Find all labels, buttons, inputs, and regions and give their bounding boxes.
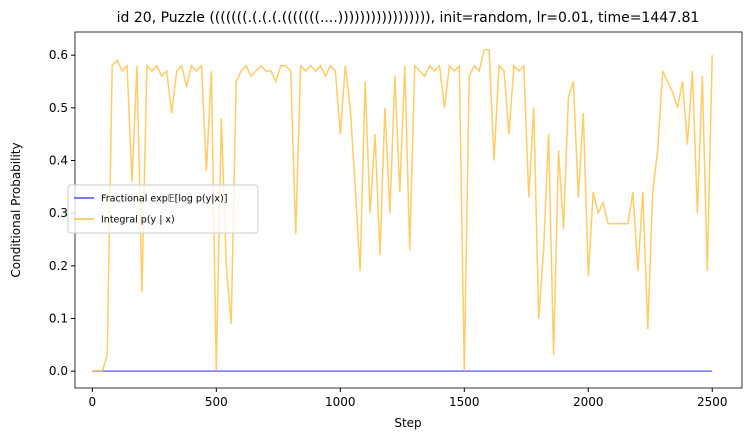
y-tick-label: 0.4	[49, 153, 68, 167]
x-tick-label: 1500	[449, 395, 480, 409]
x-tick-label: 1000	[325, 395, 356, 409]
y-axis-label: Conditional Probability	[9, 142, 23, 277]
x-tick-label: 500	[205, 395, 228, 409]
x-axis-label: Step	[394, 416, 421, 430]
y-tick-label: 0.5	[49, 101, 68, 115]
x-tick-label: 2000	[573, 395, 604, 409]
y-tick-label: 0.3	[49, 206, 68, 220]
legend-label: Fractional exp𝔼[log p(y|x)]	[101, 194, 227, 205]
chart-title: id 20, Puzzle (((((((.(.(.(.(((((((....)…	[117, 10, 700, 26]
y-tick-label: 0.0	[49, 364, 68, 378]
legend-box	[67, 184, 259, 234]
x-tick-label: 0	[89, 395, 97, 409]
x-tick-label: 2500	[697, 395, 728, 409]
y-tick-label: 0.2	[49, 259, 68, 273]
series-line	[92, 49, 713, 372]
y-tick-label: 0.1	[49, 311, 68, 325]
legend-label: Integral p(y | x)	[101, 215, 175, 226]
y-tick-label: 0.6	[49, 48, 68, 62]
